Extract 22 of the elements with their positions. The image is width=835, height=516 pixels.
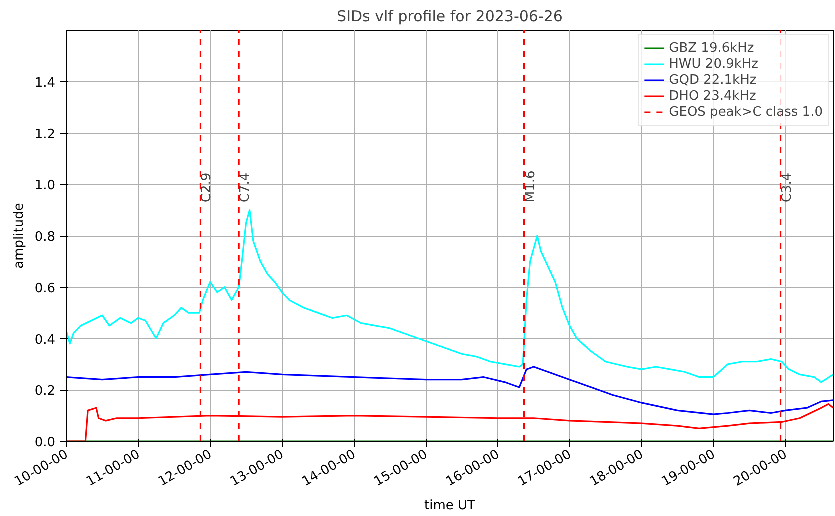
y-tick-label: 0.4 [34,332,56,348]
y-tick-label: 1.0 [34,178,56,194]
legend-label: HWU 20.9kHz [669,56,759,72]
y-tick-label: 1.2 [34,127,56,142]
ref-line-label: C2.9 [200,172,215,203]
y-tick-label: 0.2 [34,384,56,400]
legend-label: DHO 23.4kHz [669,88,756,104]
y-axis-title: amplitude [12,203,27,269]
legend-label: GQD 22.1kHz [669,72,757,88]
annotation: GEOS peak>C class 1.0 [669,104,823,120]
ref-line-label: M1.6 [523,170,538,203]
x-axis-title: time UT [424,498,476,514]
y-tick-label: 0.6 [34,281,56,296]
ref-line-label: C7.4 [238,172,254,203]
y-tick-label: 0.8 [34,230,56,245]
line-series [66,210,834,384]
legend-label: GBZ 19.6kHz [669,40,754,56]
y-tick-label: 0.0 [34,436,56,450]
line-series [66,366,834,416]
ref-line-label: C3.4 [780,172,795,203]
chart-title: SIDs vlf profile for 2023-06-26 [337,8,563,26]
y-tick-label: 1.4 [34,76,56,91]
